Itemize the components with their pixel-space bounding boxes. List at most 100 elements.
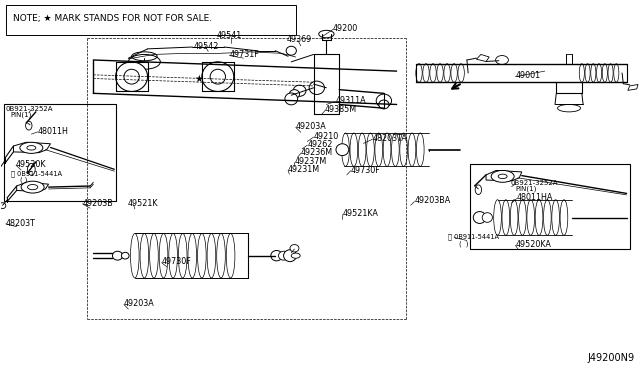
Text: 49311A: 49311A bbox=[335, 96, 366, 105]
Ellipse shape bbox=[482, 213, 492, 222]
Ellipse shape bbox=[502, 200, 509, 235]
Ellipse shape bbox=[608, 64, 613, 82]
Ellipse shape bbox=[498, 174, 507, 179]
Polygon shape bbox=[476, 54, 489, 61]
Text: 49520K: 49520K bbox=[16, 160, 47, 169]
Ellipse shape bbox=[116, 62, 148, 92]
Ellipse shape bbox=[383, 133, 391, 166]
Ellipse shape bbox=[278, 251, 289, 260]
Text: 49521KA: 49521KA bbox=[343, 209, 379, 218]
Text: 49231M: 49231M bbox=[288, 165, 320, 174]
Ellipse shape bbox=[27, 145, 36, 150]
Ellipse shape bbox=[131, 234, 139, 278]
Text: 49730F: 49730F bbox=[162, 257, 191, 266]
Text: 49203B: 49203B bbox=[83, 199, 113, 208]
Ellipse shape bbox=[28, 185, 38, 190]
Ellipse shape bbox=[473, 212, 486, 224]
Ellipse shape bbox=[614, 64, 619, 82]
Ellipse shape bbox=[400, 133, 408, 166]
Ellipse shape bbox=[475, 185, 481, 195]
Ellipse shape bbox=[285, 93, 298, 105]
Ellipse shape bbox=[290, 244, 299, 252]
Text: 49236M: 49236M bbox=[301, 148, 333, 157]
Text: ⓝ 0B911-5441A: ⓝ 0B911-5441A bbox=[11, 170, 62, 177]
Ellipse shape bbox=[491, 170, 514, 182]
Ellipse shape bbox=[150, 234, 158, 278]
Ellipse shape bbox=[319, 31, 334, 38]
Bar bbox=[470, 164, 630, 249]
Text: 49203A: 49203A bbox=[124, 299, 155, 308]
Ellipse shape bbox=[417, 133, 424, 166]
Text: 48011H: 48011H bbox=[38, 126, 68, 136]
Ellipse shape bbox=[207, 234, 216, 278]
Text: 49200: 49200 bbox=[333, 24, 358, 33]
Ellipse shape bbox=[451, 64, 458, 82]
Ellipse shape bbox=[124, 69, 140, 84]
Circle shape bbox=[291, 253, 300, 258]
Polygon shape bbox=[13, 142, 51, 153]
Ellipse shape bbox=[375, 133, 383, 166]
Ellipse shape bbox=[26, 121, 32, 130]
Text: 49203BA: 49203BA bbox=[415, 196, 451, 205]
Ellipse shape bbox=[0, 203, 6, 209]
Ellipse shape bbox=[159, 234, 168, 278]
Ellipse shape bbox=[198, 234, 206, 278]
Text: 49210: 49210 bbox=[314, 132, 339, 141]
Ellipse shape bbox=[543, 200, 551, 235]
Polygon shape bbox=[628, 84, 638, 90]
Ellipse shape bbox=[358, 133, 366, 166]
Ellipse shape bbox=[493, 200, 501, 235]
Ellipse shape bbox=[579, 64, 584, 82]
Ellipse shape bbox=[560, 200, 568, 235]
Ellipse shape bbox=[217, 234, 225, 278]
Ellipse shape bbox=[423, 64, 429, 82]
Ellipse shape bbox=[518, 200, 526, 235]
Ellipse shape bbox=[367, 133, 374, 166]
Ellipse shape bbox=[179, 234, 187, 278]
Polygon shape bbox=[486, 170, 522, 181]
Ellipse shape bbox=[416, 64, 422, 82]
Text: 49520KA: 49520KA bbox=[515, 240, 551, 249]
Text: 48011HA: 48011HA bbox=[516, 193, 553, 202]
Ellipse shape bbox=[510, 200, 518, 235]
Text: 49521K: 49521K bbox=[127, 199, 157, 208]
Text: 0B921-3252A: 0B921-3252A bbox=[510, 180, 558, 186]
Ellipse shape bbox=[376, 94, 392, 108]
Polygon shape bbox=[17, 182, 49, 192]
Ellipse shape bbox=[289, 90, 300, 99]
Bar bbox=[4, 105, 116, 201]
Text: 0B921-3252A: 0B921-3252A bbox=[6, 106, 53, 112]
Ellipse shape bbox=[552, 200, 559, 235]
Ellipse shape bbox=[122, 252, 129, 259]
Text: 49203A: 49203A bbox=[296, 122, 326, 131]
Ellipse shape bbox=[286, 46, 296, 55]
Ellipse shape bbox=[495, 55, 508, 64]
Ellipse shape bbox=[210, 69, 225, 84]
Text: ( ): ( ) bbox=[20, 177, 28, 183]
Ellipse shape bbox=[271, 250, 282, 261]
Ellipse shape bbox=[21, 181, 44, 193]
Ellipse shape bbox=[458, 64, 465, 82]
Text: 48203TA: 48203TA bbox=[372, 134, 407, 143]
Text: PIN(1): PIN(1) bbox=[10, 111, 31, 118]
Text: PIN(1): PIN(1) bbox=[515, 186, 537, 192]
Ellipse shape bbox=[430, 64, 436, 82]
Bar bbox=[6, 5, 296, 35]
Ellipse shape bbox=[113, 251, 123, 260]
Text: 49730F: 49730F bbox=[351, 166, 380, 174]
Ellipse shape bbox=[585, 64, 590, 82]
Text: 49731F: 49731F bbox=[229, 50, 259, 59]
Ellipse shape bbox=[342, 133, 349, 166]
Text: 48203T: 48203T bbox=[6, 219, 36, 228]
Text: ⓝ 0B911-5441A: ⓝ 0B911-5441A bbox=[448, 234, 499, 240]
Ellipse shape bbox=[437, 64, 444, 82]
Ellipse shape bbox=[132, 52, 157, 61]
Ellipse shape bbox=[557, 105, 580, 112]
Text: 49369: 49369 bbox=[287, 35, 312, 44]
Ellipse shape bbox=[527, 200, 534, 235]
Ellipse shape bbox=[602, 64, 607, 82]
Ellipse shape bbox=[379, 100, 389, 109]
Ellipse shape bbox=[591, 64, 596, 82]
Ellipse shape bbox=[227, 234, 235, 278]
Ellipse shape bbox=[392, 133, 399, 166]
